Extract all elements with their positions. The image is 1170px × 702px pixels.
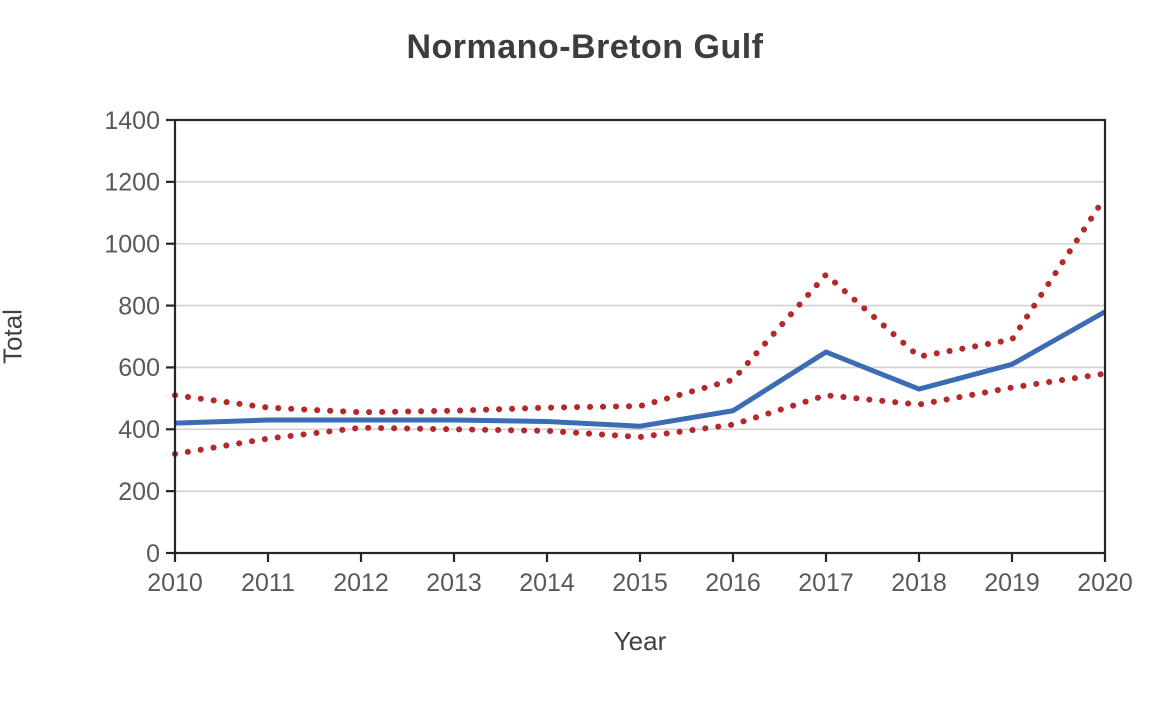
x-axis-title: Year <box>613 626 667 656</box>
y-tick-label: 800 <box>118 292 160 320</box>
y-tick-label: 400 <box>118 416 160 444</box>
y-tick-label: 1400 <box>104 107 160 135</box>
plot-border <box>173 118 1107 555</box>
series-upper-confidence-bound-line <box>172 194 1108 416</box>
y-tick-label: 1200 <box>104 169 160 197</box>
x-tick-label: 2011 <box>241 569 295 597</box>
x-tick-label: 2015 <box>612 569 668 597</box>
x-tick-label: 2012 <box>333 569 389 597</box>
y-tick-label: 0 <box>146 540 160 568</box>
series-total-estimate-line <box>174 309 1107 429</box>
x-tick-label: 2016 <box>705 569 761 597</box>
y-tick-label: 1000 <box>104 230 160 258</box>
x-tick-label: 2018 <box>891 569 947 597</box>
x-tick-label: 2019 <box>984 569 1040 597</box>
chart-title: Normano-Breton Gulf <box>406 28 764 66</box>
x-tick-label: 2010 <box>147 569 203 597</box>
x-tick-label: 2017 <box>798 569 854 597</box>
y-tick-label: 600 <box>118 354 160 382</box>
x-tick-label: 2014 <box>519 569 575 597</box>
x-tick-label: 2013 <box>426 569 482 597</box>
series-lower-confidence-bound-line <box>172 370 1108 458</box>
y-tick-label: 200 <box>118 478 160 506</box>
y-axis-title: Total <box>0 309 28 364</box>
x-tick-label: 2020 <box>1077 569 1133 597</box>
